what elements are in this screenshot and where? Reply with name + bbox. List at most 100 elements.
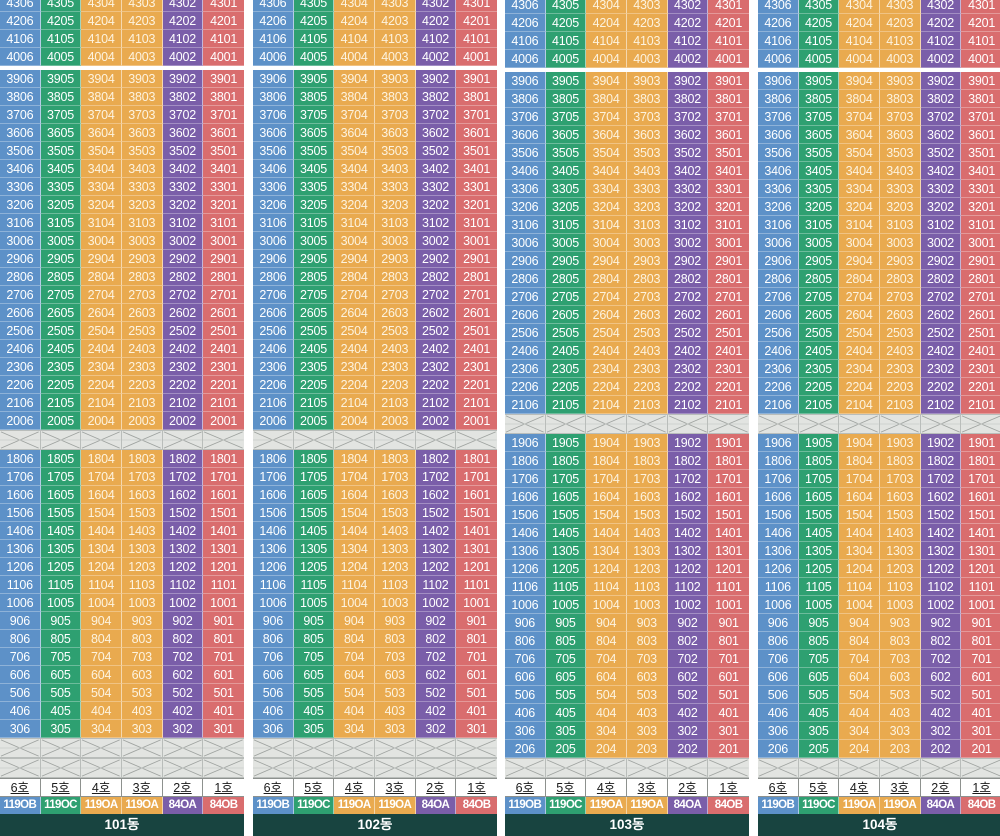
unit-cell[interactable]: 2804 [586,270,627,288]
unit-cell[interactable]: 502 [162,684,204,702]
unit-cell[interactable]: 3606 [505,126,546,144]
unit-cell[interactable]: 4206 [758,14,799,32]
unit-cell[interactable]: 3301 [708,180,749,198]
unit-cell[interactable]: 2501 [456,322,497,340]
unit-cell[interactable]: 1305 [40,540,82,558]
unit-cell[interactable]: 4101 [708,32,749,50]
unit-cell[interactable]: 205 [798,740,840,758]
unit-cell[interactable]: 2103 [879,396,921,414]
unit-cell[interactable]: 4305 [798,0,840,14]
unit-cell[interactable]: 1004 [334,594,375,612]
unit-cell[interactable]: 1202 [162,558,204,576]
unit-cell[interactable]: 305 [545,722,587,740]
unit-cell[interactable]: 3804 [81,88,122,106]
unit-cell[interactable]: 2505 [40,322,82,340]
unit-cell[interactable]: 3005 [40,232,82,250]
unit-cell[interactable]: 3002 [162,232,204,250]
unit-cell[interactable]: 4306 [505,0,546,14]
unit-cell[interactable]: 3702 [415,106,457,124]
unit-cell[interactable]: 2406 [253,340,294,358]
unit-cell[interactable]: 3701 [708,108,749,126]
unit-cell[interactable]: 2503 [626,324,668,342]
unit-cell[interactable]: 2805 [40,268,82,286]
unit-cell[interactable]: 2904 [334,250,375,268]
unit-cell[interactable]: 1101 [708,578,749,596]
unit-cell[interactable]: 2903 [626,252,668,270]
unit-cell[interactable]: 1203 [374,558,416,576]
unit-cell[interactable]: 4304 [334,0,375,12]
unit-cell[interactable]: 2404 [334,340,375,358]
unit-column-header-1[interactable]: 1호 [456,779,497,796]
unit-cell[interactable]: 1105 [798,578,840,596]
unit-cell[interactable]: 3106 [253,214,294,232]
unit-cell[interactable]: 4106 [0,30,41,48]
unit-cell[interactable]: 4001 [961,50,1000,68]
unit-cell[interactable]: 3005 [293,232,335,250]
unit-cell[interactable]: 2904 [81,250,122,268]
unit-cell[interactable]: 1104 [334,576,375,594]
unit-cell[interactable]: 2105 [40,394,82,412]
unit-cell[interactable]: 4003 [374,48,416,66]
unit-cell[interactable]: 2204 [839,378,880,396]
unit-cell[interactable]: 803 [121,630,163,648]
unit-cell[interactable]: 906 [253,612,294,630]
unit-cell[interactable]: 4305 [40,0,82,12]
unit-cell[interactable]: 4105 [293,30,335,48]
unit-cell[interactable]: 2306 [253,358,294,376]
unit-cell[interactable]: 3802 [920,90,962,108]
unit-cell[interactable]: 401 [203,702,244,720]
unit-cell[interactable]: 406 [758,704,799,722]
unit-cell[interactable]: 4005 [798,50,840,68]
unit-cell[interactable]: 705 [40,648,82,666]
unit-cell[interactable]: 701 [203,648,244,666]
unit-cell[interactable]: 2604 [81,304,122,322]
unit-cell[interactable]: 2703 [121,286,163,304]
unit-cell[interactable]: 1604 [81,486,122,504]
unit-cell[interactable]: 1902 [667,434,709,452]
unit-cell[interactable]: 4006 [253,48,294,66]
unit-cell[interactable]: 2102 [415,394,457,412]
unit-cell[interactable]: 1201 [456,558,497,576]
unit-cell[interactable]: 504 [839,686,880,704]
unit-cell[interactable]: 3004 [334,232,375,250]
unit-cell[interactable]: 2605 [293,304,335,322]
unit-cell[interactable]: 3306 [253,178,294,196]
unit-cell[interactable]: 2902 [667,252,709,270]
unit-cell[interactable]: 2701 [708,288,749,306]
unit-cell[interactable]: 3603 [626,126,668,144]
unit-cell[interactable]: 3103 [626,216,668,234]
unit-cell[interactable]: 2701 [456,286,497,304]
unit-cell[interactable]: 2802 [162,268,204,286]
unit-cell[interactable]: 3006 [758,234,799,252]
unit-cell[interactable]: 2602 [920,306,962,324]
unit-cell[interactable]: 1801 [961,452,1000,470]
unit-cell[interactable]: 1206 [758,560,799,578]
unit-cell[interactable]: 1002 [162,594,204,612]
unit-cell[interactable]: 3805 [798,90,840,108]
unit-cell[interactable]: 3206 [505,198,546,216]
unit-cell[interactable]: 2201 [456,376,497,394]
unit-cell[interactable]: 2904 [586,252,627,270]
unit-cell[interactable]: 1504 [839,506,880,524]
unit-cell[interactable]: 203 [879,740,921,758]
unit-cell[interactable]: 4102 [415,30,457,48]
unit-cell[interactable]: 3404 [586,162,627,180]
unit-cell[interactable]: 3304 [334,178,375,196]
unit-cell[interactable]: 1801 [708,452,749,470]
unit-cell[interactable]: 3605 [40,124,82,142]
unit-cell[interactable]: 2201 [961,378,1000,396]
unit-cell[interactable]: 1202 [667,560,709,578]
unit-cell[interactable]: 4306 [0,0,41,12]
unit-cell[interactable]: 1605 [798,488,840,506]
unit-cell[interactable]: 3006 [505,234,546,252]
unit-cell[interactable]: 2705 [545,288,587,306]
unit-cell[interactable]: 302 [162,720,204,738]
unit-cell[interactable]: 1505 [293,504,335,522]
unit-cell[interactable]: 503 [374,684,416,702]
unit-cell[interactable]: 4301 [961,0,1000,14]
unit-cell[interactable]: 4003 [121,48,163,66]
unit-cell[interactable]: 2806 [253,268,294,286]
unit-cell[interactable]: 2203 [626,378,668,396]
unit-cell[interactable]: 4006 [758,50,799,68]
unit-cell[interactable]: 1404 [334,522,375,540]
